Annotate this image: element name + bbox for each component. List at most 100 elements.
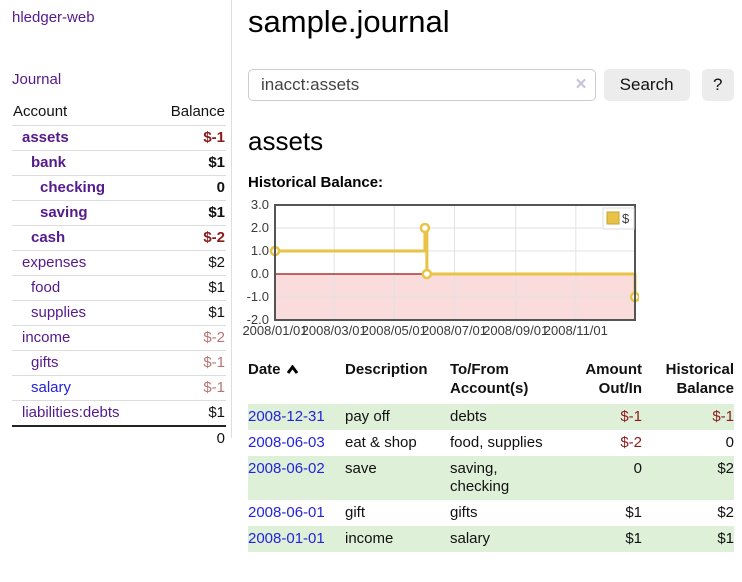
account-row: liabilities:debts $1 (12, 400, 226, 426)
account-link-checking[interactable]: checking (40, 179, 106, 196)
svg-text:2008/09/01: 2008/09/01 (483, 323, 548, 338)
sidebar: hledger-web Journal Account Balance asse… (0, 0, 232, 451)
register-header-date[interactable]: Date (248, 356, 345, 404)
transaction-date-link[interactable]: 2008-12-31 (248, 408, 325, 425)
account-link-cash[interactable]: cash (31, 229, 66, 246)
transaction-amount: $1 (625, 530, 642, 547)
transaction-accounts: debts (450, 408, 487, 425)
transaction-description: pay off (345, 408, 390, 425)
account-heading: assets (248, 126, 324, 156)
transaction-date-link[interactable]: 2008-06-02 (248, 460, 325, 477)
account-row: expenses $2 (12, 250, 226, 276)
register-header-description: Description (345, 361, 428, 378)
transaction-amount: $1 (625, 504, 642, 521)
transaction-accounts: salary (450, 530, 491, 547)
register-row: 2008-01-01 income salary $1 $1 (248, 526, 734, 552)
register-row: 2008-06-02 save saving, checking 0 $2 (248, 456, 734, 500)
transaction-amount: $-2 (620, 434, 642, 451)
account-link-assets[interactable]: assets (22, 129, 69, 146)
journal-link[interactable]: Journal (12, 71, 62, 88)
account-row: checking 0 (12, 175, 226, 201)
account-balance: $1 (152, 275, 226, 301)
search-button[interactable]: Search (603, 69, 690, 101)
transaction-description: gift (345, 504, 366, 521)
accounts-header-balance: Balance (170, 103, 225, 120)
account-row: saving $1 (12, 200, 226, 226)
transaction-balance: $2 (717, 504, 734, 521)
register-table: Date Description To/From Account(s) Amou… (248, 356, 734, 552)
account-balance: $-2 (152, 325, 226, 351)
search-row: × Search ? (248, 69, 734, 101)
transaction-amount: 0 (633, 460, 642, 477)
register-row: 2008-12-31 pay off debts $-1 $-1 (248, 404, 734, 430)
transaction-description: save (345, 460, 377, 477)
transaction-date-link[interactable]: 2008-01-01 (248, 530, 325, 547)
account-balance: $-1 (152, 125, 226, 151)
account-row: food $1 (12, 275, 226, 301)
transaction-date-link[interactable]: 2008-06-03 (248, 434, 325, 451)
transaction-balance: 0 (725, 434, 734, 451)
accounts-total-value: 0 (152, 425, 226, 451)
account-link-bank[interactable]: bank (31, 154, 67, 171)
transaction-accounts: saving, checking (450, 460, 510, 495)
chart-title: Historical Balance: (248, 174, 384, 191)
account-link-gifts[interactable]: gifts (31, 354, 59, 371)
account-link-salary[interactable]: salary (31, 379, 72, 396)
account-row: bank $1 (12, 150, 226, 176)
svg-text:2008/11/01: 2008/11/01 (544, 323, 608, 338)
svg-text:2008/03/01: 2008/03/01 (302, 323, 367, 338)
register-header-accounts: To/From Account(s) (450, 361, 529, 397)
register-header-amount: Amount Out/In (585, 361, 642, 397)
account-balance: $1 (152, 200, 226, 226)
account-link-supplies[interactable]: supplies (31, 304, 87, 321)
transaction-description: eat & shop (345, 434, 417, 451)
sort-ascending-icon (286, 361, 299, 380)
svg-text:0.0: 0.0 (251, 266, 269, 281)
svg-text:2008/07/01: 2008/07/01 (422, 323, 487, 338)
accounts-header-account: Account (13, 103, 68, 120)
account-balance: 0 (152, 175, 226, 201)
app-title-link[interactable]: hledger-web (12, 9, 95, 26)
svg-text:1.0: 1.0 (251, 243, 269, 258)
account-balance: $-1 (152, 350, 226, 376)
transaction-balance: $1 (717, 530, 734, 547)
account-row: salary $-1 (12, 375, 226, 401)
page-title: sample.journal (248, 4, 450, 39)
svg-text:3.0: 3.0 (251, 200, 269, 212)
account-row: income $-2 (12, 325, 226, 351)
account-link-expenses[interactable]: expenses (22, 254, 87, 271)
legend-swatch (606, 211, 620, 225)
account-balance: $1 (152, 400, 226, 426)
help-button[interactable]: ? (701, 69, 734, 101)
balance-chart: 3.0 2.0 1.0 0.0 -1.0 -2.0 2008/01/01 2008/03/01… (241, 197, 641, 342)
clear-search-icon[interactable]: × (575, 74, 587, 95)
account-balance: $1 (152, 150, 226, 176)
account-link-food[interactable]: food (31, 279, 61, 296)
register-header-balance: Historical Balance (665, 361, 734, 397)
transaction-balance: $-1 (712, 408, 734, 425)
account-row: cash $-2 (12, 225, 226, 251)
account-link-income[interactable]: income (22, 329, 71, 346)
transaction-amount: $-1 (620, 408, 642, 425)
accounts-total-row: 0 (12, 425, 226, 451)
chart-legend: $ (602, 207, 635, 230)
account-link-saving[interactable]: saving (40, 204, 88, 221)
transaction-accounts: gifts (450, 504, 478, 521)
transaction-balance: $2 (717, 460, 734, 477)
search-input[interactable] (248, 69, 596, 101)
account-balance: $1 (152, 300, 226, 326)
register-row: 2008-06-01 gift gifts $1 $2 (248, 500, 734, 526)
transaction-description: income (345, 530, 394, 547)
search-input-wrap: × (248, 69, 596, 101)
transaction-accounts: food, supplies (450, 434, 543, 451)
account-balance: $2 (152, 250, 226, 276)
register-header-row: Date Description To/From Account(s) Amou… (248, 356, 734, 404)
svg-text:-2.0: -2.0 (247, 312, 269, 327)
account-row: gifts $-1 (12, 350, 226, 376)
accounts-table: Account Balance assets $-1 bank $1 checking 0… (12, 100, 226, 451)
svg-text:2008/05/01: 2008/05/01 (362, 323, 427, 338)
account-link-liabilities-debts[interactable]: liabilities:debts (22, 404, 120, 421)
account-row: assets $-1 (12, 125, 226, 151)
main-content: sample.journal × Search ? assets Histori… (242, 0, 734, 552)
transaction-date-link[interactable]: 2008-06-01 (248, 504, 325, 521)
